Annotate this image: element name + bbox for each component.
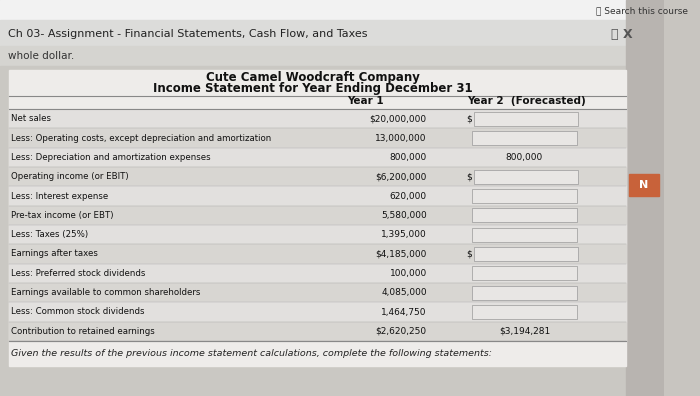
Text: Given the results of the previous income statement calculations, complete the fo: Given the results of the previous income… [11, 350, 492, 358]
Text: $4,185,000: $4,185,000 [375, 249, 427, 259]
Bar [0, 46, 664, 66]
Text: $20,000,000: $20,000,000 [370, 114, 427, 123]
Text: Earnings after taxes: Earnings after taxes [11, 249, 98, 259]
Bar [473, 189, 577, 203]
Bar [626, 0, 664, 396]
Bar [10, 322, 626, 341]
Bar [10, 70, 626, 366]
Text: 1,395,000: 1,395,000 [381, 230, 427, 239]
Text: Year 1: Year 1 [346, 96, 384, 106]
Text: $2,620,250: $2,620,250 [376, 327, 427, 336]
Bar [474, 170, 578, 184]
Bar [0, 0, 664, 20]
Text: $: $ [467, 114, 473, 123]
Bar [10, 264, 626, 283]
Text: ⓘ: ⓘ [610, 27, 618, 40]
Text: X: X [623, 27, 633, 40]
Text: $: $ [467, 249, 473, 259]
Text: Income Statement for Year Ending December 31: Income Statement for Year Ending Decembe… [153, 82, 473, 95]
Text: 1,464,750: 1,464,750 [382, 308, 427, 316]
Bar [473, 228, 577, 242]
Bar [10, 187, 626, 206]
Bar [0, 66, 664, 396]
Text: 800,000: 800,000 [389, 153, 427, 162]
Bar [10, 109, 626, 128]
Bar [473, 286, 577, 300]
Text: Less: Depreciation and amortization expenses: Less: Depreciation and amortization expe… [11, 153, 211, 162]
Text: 13,000,000: 13,000,000 [375, 133, 427, 143]
Bar [10, 302, 626, 322]
Bar [473, 305, 577, 319]
Text: Less: Operating costs, except depreciation and amortization: Less: Operating costs, except depreciati… [11, 133, 272, 143]
Text: Cute Camel Woodcraft Company: Cute Camel Woodcraft Company [206, 70, 420, 84]
Text: Net sales: Net sales [11, 114, 51, 123]
Bar [474, 112, 578, 126]
Text: $: $ [467, 172, 473, 181]
Text: 100,000: 100,000 [389, 269, 427, 278]
Text: Operating income (or EBIT): Operating income (or EBIT) [11, 172, 129, 181]
Text: Ch 03- Assignment - Financial Statements, Cash Flow, and Taxes: Ch 03- Assignment - Financial Statements… [8, 29, 367, 39]
Text: Earnings available to common shareholders: Earnings available to common shareholder… [11, 288, 201, 297]
Bar [10, 148, 626, 167]
Text: $3,194,281: $3,194,281 [499, 327, 550, 336]
Bar [10, 167, 626, 187]
Text: 620,000: 620,000 [390, 192, 427, 200]
Text: whole dollar.: whole dollar. [8, 51, 74, 61]
Text: Contribution to retained earnings: Contribution to retained earnings [11, 327, 155, 336]
Bar [10, 128, 626, 148]
Bar [473, 131, 577, 145]
Bar [0, 20, 664, 46]
Text: 4,085,000: 4,085,000 [381, 288, 427, 297]
Bar [473, 208, 577, 222]
Text: Year 2  (Forecasted): Year 2 (Forecasted) [467, 96, 586, 106]
Text: 🔍 Search this course: 🔍 Search this course [596, 6, 687, 15]
Text: 5,580,000: 5,580,000 [381, 211, 427, 220]
Bar [474, 247, 578, 261]
Text: Pre-tax income (or EBT): Pre-tax income (or EBT) [11, 211, 114, 220]
Bar [10, 225, 626, 244]
Text: Less: Interest expense: Less: Interest expense [11, 192, 109, 200]
Bar [473, 267, 577, 280]
Text: Less: Taxes (25%): Less: Taxes (25%) [11, 230, 88, 239]
Text: N: N [639, 180, 648, 190]
Bar [10, 283, 626, 302]
Bar [629, 174, 659, 196]
Text: $6,200,000: $6,200,000 [375, 172, 427, 181]
Text: Less: Common stock dividends: Less: Common stock dividends [11, 308, 145, 316]
Bar [10, 244, 626, 264]
Text: 800,000: 800,000 [506, 153, 543, 162]
Text: Less: Preferred stock dividends: Less: Preferred stock dividends [11, 269, 146, 278]
Bar [10, 206, 626, 225]
